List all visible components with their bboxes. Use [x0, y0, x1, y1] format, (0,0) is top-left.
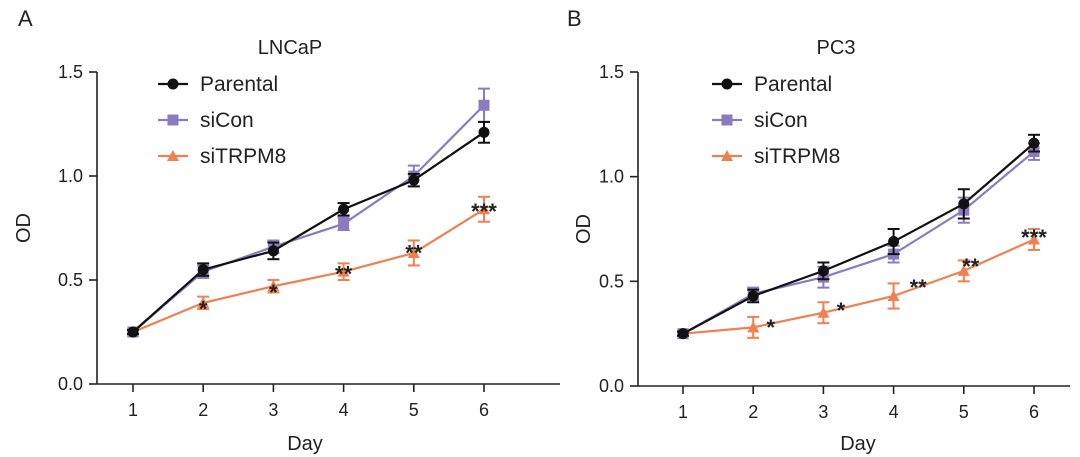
chart-title: LNCaP — [258, 37, 322, 59]
panel-b-pc3: B PC3 0.0 0.5 1.0 1.5 1 2 3 4 5 6 Day OD Parental siCon… — [567, 6, 1070, 455]
legend-item-parental: Parental — [158, 73, 278, 96]
data-point — [197, 264, 209, 276]
legend-label: siTRPM8 — [200, 145, 286, 168]
legend-label: Parental — [200, 73, 278, 96]
legend-label: siCon — [754, 109, 808, 132]
x-tick-label: 4 — [339, 400, 349, 420]
significance-label: * — [199, 297, 208, 322]
data-point — [478, 126, 490, 138]
significance-label: * — [269, 280, 278, 305]
series-line — [682, 142, 1035, 335]
x-axis-label: Day — [287, 433, 323, 455]
x-tick-label: 1 — [128, 400, 138, 420]
legend-marker — [721, 150, 733, 161]
data-point — [407, 246, 420, 258]
series-line — [682, 238, 1035, 335]
legend-label: siTRPM8 — [754, 145, 840, 168]
x-tick-label: 6 — [479, 400, 489, 420]
x-tick-label: 3 — [818, 402, 828, 422]
legend-item-sicon: siCon — [158, 109, 254, 132]
y-tick-label: 1.5 — [58, 62, 83, 82]
x-tick-label: 1 — [678, 402, 688, 422]
data-point — [887, 289, 900, 301]
significance-label: * — [837, 298, 846, 323]
series-sitrpm8 — [127, 195, 490, 337]
series-parental — [677, 133, 1040, 340]
y-tick-label: 1.0 — [599, 167, 624, 187]
data-point — [957, 264, 970, 276]
series-line — [132, 131, 485, 333]
legend-marker — [721, 114, 733, 126]
data-point — [338, 203, 350, 215]
data-point — [1028, 137, 1040, 149]
y-tick-label: 0.5 — [58, 270, 83, 290]
y-tick-label: 0.0 — [599, 376, 624, 396]
x-tick-label: 5 — [409, 400, 419, 420]
x-tick-label: 4 — [889, 402, 899, 422]
series-sicon — [127, 87, 490, 338]
data-point — [888, 236, 900, 248]
legend-marker — [167, 150, 179, 161]
x-axis-label: Day — [840, 433, 876, 455]
legend-item-sicon: siCon — [712, 109, 808, 132]
legend-label: siCon — [200, 109, 254, 132]
data-point — [817, 306, 830, 318]
x-tick-label: 3 — [268, 400, 278, 420]
panel-letter: A — [18, 6, 33, 31]
legend-item-sitrpm8: siTRPM8 — [158, 145, 286, 168]
series-line — [682, 150, 1035, 335]
data-point — [747, 290, 759, 302]
series-parental — [127, 120, 490, 338]
x-tick-label: 2 — [748, 402, 758, 422]
data-point — [267, 280, 280, 292]
legend-marker — [167, 114, 179, 126]
data-point — [677, 328, 689, 340]
significance-label: ** — [335, 261, 353, 286]
significance-label: *** — [471, 199, 497, 224]
data-point — [127, 326, 139, 338]
data-point — [338, 218, 350, 230]
significance-label: ** — [962, 254, 980, 279]
y-tick-label: 0.5 — [599, 271, 624, 291]
y-tick-label: 0.0 — [58, 374, 83, 394]
series-line — [132, 104, 485, 333]
significance-label: ** — [405, 241, 423, 266]
significance-label: * — [766, 315, 775, 340]
data-point — [408, 174, 420, 186]
data-point — [337, 265, 350, 277]
panel-a-lncap: A LNCaP 0.0 0.5 1.0 1.5 1 2 3 4 5 6 Day OD Parental siC… — [13, 6, 560, 455]
data-point — [1028, 233, 1040, 245]
y-tick-label: 1.5 — [599, 62, 624, 82]
y-axis-label: OD — [573, 214, 595, 244]
series-line — [132, 208, 485, 334]
chart-title: PC3 — [817, 37, 856, 59]
legend-item-sitrpm8: siTRPM8 — [712, 145, 840, 168]
y-tick-label: 1.0 — [58, 166, 83, 186]
data-point — [747, 321, 760, 333]
series-sitrpm8 — [677, 228, 1040, 339]
x-tick-label: 2 — [198, 400, 208, 420]
series-sicon — [677, 142, 1040, 340]
legend-item-parental: Parental — [712, 73, 832, 96]
legend-marker — [721, 78, 733, 90]
data-point — [478, 99, 490, 111]
data-point — [958, 198, 970, 210]
x-tick-label: 6 — [1029, 402, 1039, 422]
panel-letter: B — [567, 6, 582, 31]
x-tick-label: 5 — [959, 402, 969, 422]
legend-marker — [167, 78, 179, 90]
data-point — [267, 245, 279, 257]
data-point — [478, 203, 490, 215]
legend-label: Parental — [754, 73, 832, 96]
data-point — [197, 296, 210, 308]
data-point — [817, 265, 829, 277]
y-axis-label: OD — [13, 213, 35, 243]
significance-label: ** — [910, 275, 928, 300]
significance-label: *** — [1021, 225, 1047, 250]
